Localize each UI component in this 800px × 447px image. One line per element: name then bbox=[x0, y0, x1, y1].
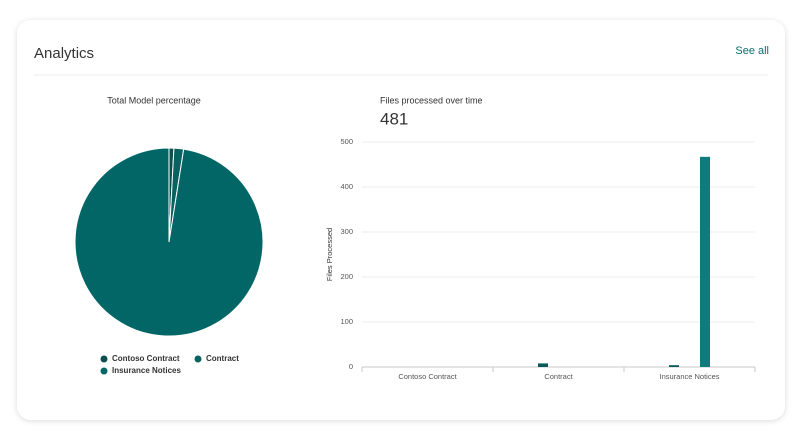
y-tick-label: 300 bbox=[340, 227, 353, 236]
legend-label: Contract bbox=[206, 354, 239, 363]
legend-label: Insurance Notices bbox=[112, 366, 181, 375]
legend-swatch bbox=[100, 355, 108, 363]
y-tick-label: 500 bbox=[340, 137, 353, 146]
card-title: Analytics bbox=[34, 45, 94, 62]
x-tick-label: Contract bbox=[544, 372, 573, 381]
see-all-link[interactable]: See all bbox=[735, 45, 769, 57]
bar bbox=[669, 365, 679, 367]
y-tick-label: 0 bbox=[349, 362, 353, 371]
bar bbox=[700, 156, 710, 367]
chart-title: Total Model percentage bbox=[107, 95, 201, 105]
y-tick-label: 100 bbox=[340, 317, 353, 326]
y-axis-label: Files Processed bbox=[325, 228, 334, 281]
x-tick-label: Contoso Contract bbox=[398, 372, 457, 381]
legend-swatch bbox=[100, 367, 108, 375]
legend-label: Contoso Contract bbox=[112, 354, 180, 363]
bar bbox=[538, 363, 548, 367]
y-tick-label: 200 bbox=[340, 272, 353, 281]
pie-slice bbox=[74, 147, 264, 337]
legend-swatch bbox=[194, 355, 202, 363]
y-tick-label: 400 bbox=[340, 182, 353, 191]
chart-title: Files processed over time bbox=[380, 95, 483, 105]
x-tick-label: Insurance Notices bbox=[659, 372, 719, 381]
total-count: 481 bbox=[380, 109, 408, 128]
